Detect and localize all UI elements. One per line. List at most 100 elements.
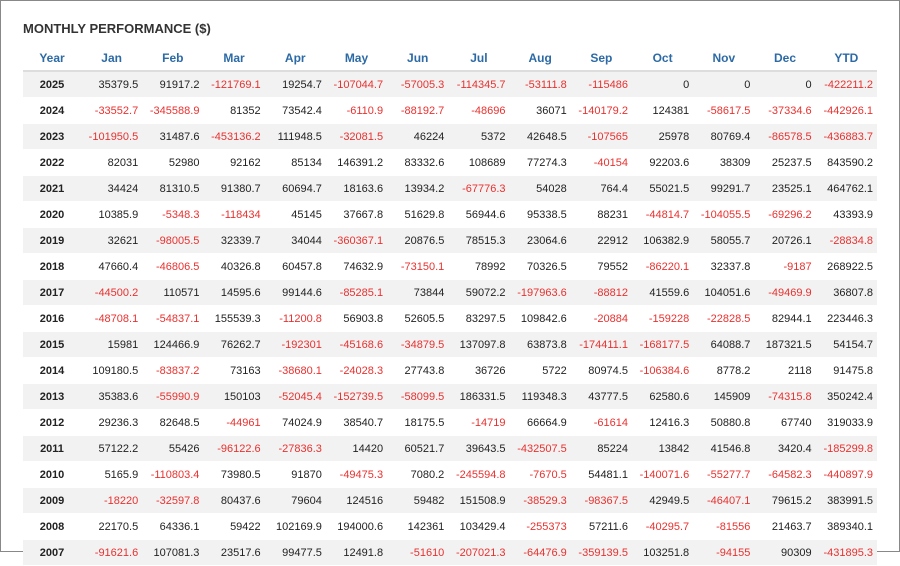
value-cell: 56903.8 [325, 305, 388, 332]
value-cell: 38309 [693, 149, 755, 176]
value-cell: -57005.3 [387, 71, 449, 98]
table-row: 2021 34424 81310.5 91380.7 60694.7 18163.6 139… [23, 175, 877, 202]
value-cell: 64088.7 [693, 331, 755, 358]
value-cell: -159228 [631, 305, 694, 332]
value-cell: -422211.2 [815, 71, 877, 98]
value-cell: 82031 [81, 149, 143, 176]
value-cell: -64476.9 [509, 539, 571, 566]
value-cell: 151508.9 [448, 487, 510, 514]
value-cell: 79615.2 [754, 487, 816, 514]
value-cell: -94155 [693, 539, 755, 566]
value-cell: -14719 [448, 409, 510, 436]
value-cell: 0 [693, 71, 755, 98]
value-cell: 90309 [754, 539, 816, 566]
value-cell: -85285.1 [325, 279, 388, 306]
value-cell: 23525.1 [754, 175, 816, 202]
value-cell: -121769.1 [203, 71, 265, 98]
value-cell: 91917.2 [142, 71, 204, 98]
value-cell: -152739.5 [325, 383, 388, 410]
value-cell: 389340.1 [815, 513, 877, 540]
value-cell: 0 [754, 71, 816, 98]
value-cell: -436883.7 [815, 123, 877, 150]
value-cell: 14420 [325, 435, 388, 462]
value-cell: 40326.8 [203, 253, 265, 280]
value-cell: 383991.5 [815, 487, 877, 514]
table-row: 2023 -101950.5 31487.6 -453136.2 111948.5 -32… [23, 123, 877, 150]
column-header: Jun [387, 45, 449, 72]
year-cell: 2020 [23, 201, 81, 228]
year-cell: 2018 [23, 253, 81, 280]
value-cell: 63873.8 [509, 331, 571, 358]
value-cell: 111948.5 [264, 123, 326, 150]
value-cell: 79552 [570, 253, 632, 280]
column-header: Nov [693, 45, 755, 72]
value-cell: 150103 [203, 383, 265, 410]
value-cell: -24028.3 [325, 357, 388, 384]
value-cell: 22912 [570, 227, 632, 254]
value-cell: 104051.6 [693, 279, 755, 306]
value-cell: 99477.5 [264, 539, 326, 566]
value-cell: 124466.9 [142, 331, 204, 358]
year-cell: 2013 [23, 383, 81, 410]
value-cell: -5348.3 [142, 201, 204, 228]
table-row: 2013 35383.6 -55990.9 150103 -52045.4 -152739… [23, 383, 877, 410]
value-cell: -96122.6 [203, 435, 265, 462]
value-cell: 54154.7 [815, 331, 877, 358]
value-cell: 59422 [203, 513, 265, 540]
value-cell: 91870 [264, 461, 326, 488]
value-cell: 186331.5 [448, 383, 510, 410]
value-cell: -54837.1 [142, 305, 204, 332]
value-cell: 194000.6 [325, 513, 388, 540]
value-cell: 146391.2 [325, 149, 388, 176]
table-row: 2020 10385.9 -5348.3 -118434 45145 37667.8 516… [23, 201, 877, 228]
value-cell: 52605.5 [387, 305, 449, 332]
year-cell: 2022 [23, 149, 81, 176]
value-cell: 74632.9 [325, 253, 388, 280]
table-row: 2011 57122.2 55426 -96122.6 -27836.3 14420 605… [23, 435, 877, 462]
value-cell: -81556 [693, 513, 755, 540]
value-cell: 34424 [81, 175, 143, 202]
value-cell: -44500.2 [81, 279, 143, 306]
value-cell: 5722 [509, 357, 571, 384]
value-cell: -359139.5 [570, 539, 632, 566]
value-cell: -83837.2 [142, 357, 204, 384]
value-cell: 88231 [570, 201, 632, 228]
value-cell: -360367.1 [325, 227, 388, 254]
value-cell: 51629.8 [387, 201, 449, 228]
column-header: YTD [815, 45, 877, 72]
value-cell: 109842.6 [509, 305, 571, 332]
value-cell: 56944.6 [448, 201, 510, 228]
value-cell: -98367.5 [570, 487, 632, 514]
value-cell: -207021.3 [448, 539, 510, 566]
year-cell: 2010 [23, 461, 81, 488]
value-cell: 124516 [325, 487, 388, 514]
value-cell: -74315.8 [754, 383, 816, 410]
table-row: 2017 -44500.2 110571 14595.6 99144.6 -85285.1… [23, 279, 877, 306]
value-cell: -86578.5 [754, 123, 816, 150]
year-cell: 2017 [23, 279, 81, 306]
value-cell: -51610 [387, 539, 449, 566]
value-cell: 27743.8 [387, 357, 449, 384]
value-cell: -55990.9 [142, 383, 204, 410]
value-cell: 59482 [387, 487, 449, 514]
table-row: 2019 32621 -98005.5 32339.7 34044 -360367.1 20… [23, 227, 877, 254]
value-cell: 52980 [142, 149, 204, 176]
value-cell: 187321.5 [754, 331, 816, 358]
year-cell: 2007 [23, 539, 81, 566]
value-cell: -104055.5 [693, 201, 755, 228]
value-cell: -38680.1 [264, 357, 326, 384]
value-cell: 5372 [448, 123, 510, 150]
value-cell: 85224 [570, 435, 632, 462]
value-cell: 57211.6 [570, 513, 632, 540]
value-cell: 36726 [448, 357, 510, 384]
value-cell: 31487.6 [142, 123, 204, 150]
value-cell: -106384.6 [631, 357, 694, 384]
value-cell: 18163.6 [325, 175, 388, 202]
table-row: 2012 29236.3 82648.5 -44961 74024.9 38540.7 18… [23, 409, 877, 436]
value-cell: -110803.4 [142, 461, 204, 488]
value-cell: 76262.7 [203, 331, 265, 358]
value-cell: -49469.9 [754, 279, 816, 306]
value-cell: -61614 [570, 409, 632, 436]
column-header: May [325, 45, 388, 72]
